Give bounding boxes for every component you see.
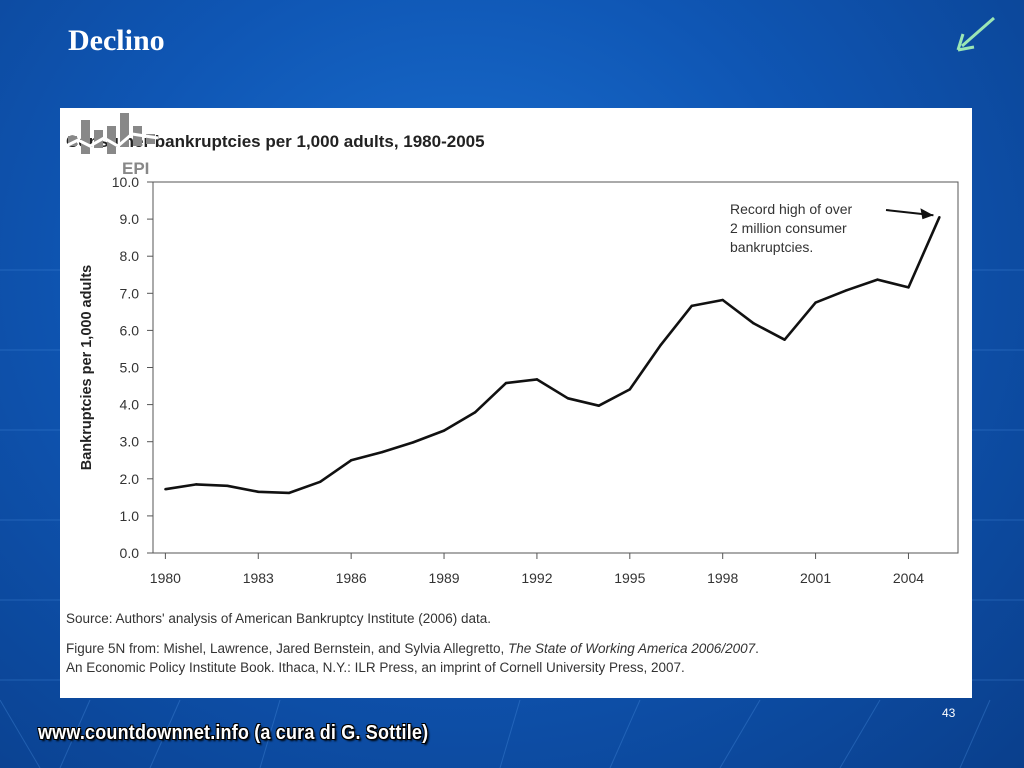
data-point — [442, 429, 446, 432]
data-point — [752, 322, 755, 325]
x-tick-label: 1989 — [428, 570, 459, 586]
x-tick-label: 1992 — [521, 570, 552, 586]
data-point — [257, 490, 260, 493]
data-point — [845, 289, 848, 292]
line-chart: 0.0 1.0 2.0 3.0 4.0 5.0 6.0 7.0 8.0 9.0 10.0 1980 19… — [79, 174, 959, 586]
data-point — [380, 450, 384, 454]
annotation-text-line: Record high of over — [730, 201, 853, 217]
data-point — [318, 480, 322, 483]
data-point — [628, 388, 632, 391]
data-point — [226, 484, 229, 488]
y-tick-label: 1.0 — [120, 508, 140, 524]
data-point — [876, 278, 879, 281]
data-point — [504, 381, 508, 385]
data-point — [349, 459, 353, 462]
y-tick-label: 3.0 — [120, 434, 140, 450]
y-tick-label: 6.0 — [120, 322, 140, 338]
citation-prefix: Figure 5N from: Mishel, Lawrence, Jared … — [66, 641, 508, 656]
data-point — [535, 378, 539, 381]
series-line — [165, 216, 941, 495]
slide-title: Declino — [68, 24, 165, 57]
data-point — [814, 301, 817, 304]
data-point — [164, 487, 167, 491]
annotation-text-line: bankruptcies. — [730, 239, 813, 255]
annotation-text-line: 2 million consumer — [730, 220, 847, 236]
data-point — [690, 304, 693, 308]
y-axis-label: Bankruptcies per 1,000 adults — [79, 265, 95, 471]
x-tick-label: 2004 — [893, 570, 924, 586]
x-tick-label: 1980 — [150, 570, 181, 586]
citation-book-title: The State of Working America 2006/2007 — [507, 641, 756, 656]
x-tick-label: 1995 — [614, 570, 645, 586]
data-point — [721, 298, 724, 302]
data-point — [195, 483, 198, 486]
data-point — [659, 343, 662, 347]
x-tick-label: 1998 — [707, 570, 738, 586]
y-tick-label: 7.0 — [120, 285, 140, 301]
y-tick-label: 9.0 — [120, 211, 140, 227]
citation-suffix: . — [755, 641, 759, 656]
y-tick-label: 2.0 — [120, 471, 140, 487]
data-point — [783, 338, 786, 341]
epi-logo-text: EPI — [122, 159, 149, 178]
x-tick-label: 2001 — [800, 570, 831, 586]
figure-citation-line-2: An Economic Policy Institute Book. Ithac… — [66, 660, 685, 675]
x-tick-label: 1986 — [336, 570, 367, 586]
x-tick-label: 1983 — [243, 570, 274, 586]
data-point — [938, 216, 941, 219]
data-point — [473, 411, 477, 414]
footer-url[interactable]: www.countdownnet.info (a cura di G. Sott… — [38, 722, 429, 744]
y-tick-label: 0.0 — [120, 545, 140, 561]
data-point — [411, 441, 415, 444]
data-point — [566, 397, 570, 400]
y-tick-label: 5.0 — [120, 360, 140, 376]
arrow-down-left-icon[interactable] — [954, 14, 998, 54]
data-point — [288, 491, 291, 495]
page-number: 43 — [942, 706, 956, 720]
chart-panel: Consumer bankruptcies per 1,000 adults, … — [60, 108, 972, 698]
y-tick-label: 8.0 — [120, 248, 140, 264]
epi-logo: EPI — [61, 113, 159, 178]
annotation-arrow-head — [920, 208, 934, 220]
data-point — [597, 404, 601, 407]
y-tick-label: 4.0 — [120, 397, 140, 413]
chart-title: Consumer bankruptcies per 1,000 adults, … — [66, 132, 485, 151]
figure-citation-line-1: Figure 5N from: Mishel, Lawrence, Jared … — [66, 641, 759, 656]
source-note: Source: Authors' analysis of American Ba… — [66, 611, 492, 626]
plot-frame — [152, 181, 959, 554]
data-point — [907, 286, 910, 289]
y-tick-label: 10.0 — [112, 174, 139, 190]
